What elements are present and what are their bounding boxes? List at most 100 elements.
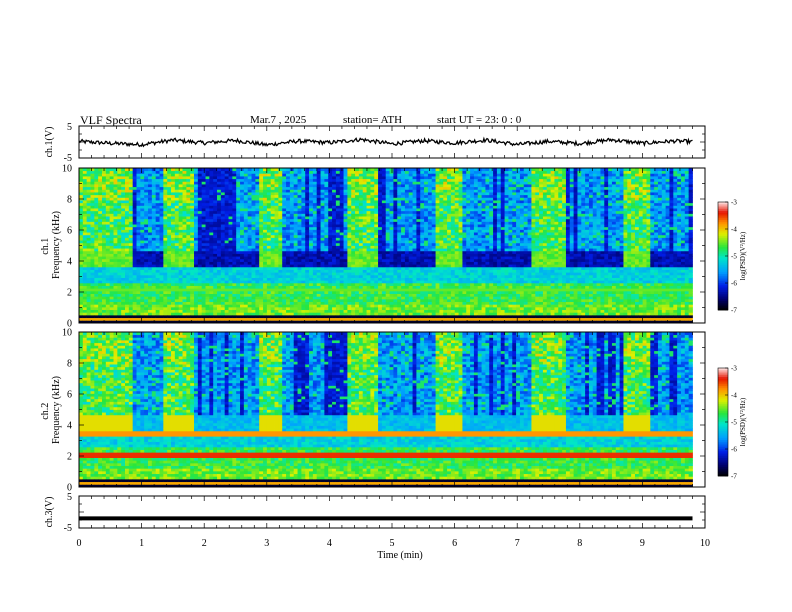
spectrogram-cell [121, 218, 126, 222]
spectrogram-cell [243, 296, 249, 300]
spectrogram-cell [358, 208, 364, 212]
spectrogram-cell [343, 200, 348, 204]
spectrogram-cell [381, 232, 387, 236]
spectrogram-cell [347, 232, 352, 236]
spectrogram-cell [213, 293, 218, 297]
spectrogram-cell [347, 317, 352, 321]
spectrogram-cell [174, 282, 180, 286]
spectrogram-cell [309, 290, 314, 294]
spectrogram-cell [347, 184, 352, 188]
spectrogram-cell [151, 245, 157, 249]
spectrogram-cell [86, 253, 91, 257]
spectrogram-cell [217, 269, 222, 273]
spectrogram-cell [366, 314, 371, 319]
spectrogram-cell [140, 290, 145, 294]
spectrogram-cell [174, 213, 180, 217]
spectrogram-cell [213, 298, 218, 303]
spectrogram-cell [151, 258, 157, 262]
spectrogram-cell [90, 290, 95, 294]
spectrogram-cell [263, 210, 268, 214]
spectrogram-cell [82, 293, 88, 297]
spectrogram-cell [217, 282, 222, 286]
spectrogram-cell [274, 264, 279, 268]
spectrogram-cell [274, 253, 279, 257]
spectrogram-cell [102, 216, 107, 220]
spectrogram-cell [174, 192, 180, 196]
spectrogram-cell [201, 274, 206, 278]
spectrogram-cell [186, 320, 191, 324]
spectrogram-cell [343, 184, 348, 188]
spectrogram-cell [232, 264, 237, 268]
spectrogram-cell [213, 250, 218, 254]
spectrogram-cell [278, 304, 283, 308]
spectrogram-cell [397, 168, 402, 172]
spectrogram-cell [370, 205, 375, 209]
spectrogram-cell [332, 213, 337, 217]
spectrogram-cell [220, 312, 226, 316]
spectrogram-cell [167, 293, 172, 297]
spectrogram-cell [366, 277, 371, 281]
spectrogram-cell [378, 173, 383, 177]
spectrogram-cell [370, 253, 375, 257]
spectrogram-cell [128, 309, 134, 313]
spectrogram-cell [332, 189, 337, 193]
spectrogram-cell [190, 240, 195, 244]
spectrogram-cell [378, 309, 383, 313]
spectrogram-cell [159, 253, 164, 257]
spectrogram-cell [121, 261, 126, 265]
spectrogram-cell [171, 269, 176, 273]
spectrogram-cell [301, 290, 306, 294]
spectrogram-cell [309, 189, 314, 193]
spectrogram-cell [90, 205, 95, 209]
spectrogram-cell [94, 240, 99, 244]
spectrogram-cell [174, 181, 180, 185]
spectrogram-cell [201, 266, 206, 270]
spectrogram-cell [389, 205, 394, 209]
spectrogram-cell [389, 197, 394, 201]
spectrogram-cell [243, 306, 249, 311]
spectrogram-cell [155, 288, 160, 292]
spectrogram-cell [243, 258, 249, 262]
spectrogram-cell [247, 253, 252, 257]
spectrogram-cell [335, 314, 341, 319]
spectrogram-cell [94, 298, 99, 303]
spectrogram-cell [297, 258, 302, 262]
spectrogram-cell [332, 237, 337, 241]
spectrogram-cell [240, 250, 245, 254]
spectrogram-cell [79, 173, 84, 177]
spectrogram-cell [128, 280, 134, 284]
spectrogram-cell [274, 197, 279, 201]
spectrogram-cell [102, 224, 107, 228]
spectrogram-cell [378, 178, 383, 182]
spectrogram-cell [136, 298, 141, 303]
spectrogram-cell [163, 213, 168, 217]
spectrogram-cell [297, 253, 302, 257]
spectrogram-cell [155, 272, 160, 276]
spectrogram-cell [309, 237, 314, 241]
spectrogram-cell [266, 277, 272, 281]
spectrogram-cell [213, 210, 218, 214]
spectrogram-cell [109, 194, 114, 198]
spectrogram-cell [167, 189, 172, 193]
spectrogram-cell [171, 189, 176, 193]
spectrogram-cell [263, 218, 268, 222]
spectrogram-cell [282, 176, 287, 180]
spectrogram-cell [320, 170, 325, 174]
spectrogram-cell [190, 192, 195, 196]
spectrogram-cell [236, 269, 241, 273]
spectrogram-cell [86, 248, 91, 252]
spectrogram-cell [243, 320, 249, 324]
spectrogram-cell [243, 192, 249, 196]
spectrogram-cell [385, 301, 390, 305]
spectrogram-cell [201, 224, 206, 228]
spectrogram-cell [144, 170, 149, 174]
spectrogram-cell [328, 293, 333, 297]
spectrogram-cell [171, 288, 176, 292]
spectrogram-cell [251, 314, 256, 319]
spectrogram-cell [282, 197, 287, 201]
spectrogram-cell [144, 261, 149, 265]
spectrogram-cell [197, 176, 203, 180]
spectrogram-cell [335, 213, 341, 217]
spectrogram-cell [305, 261, 310, 265]
spectrogram-cell [385, 221, 390, 225]
